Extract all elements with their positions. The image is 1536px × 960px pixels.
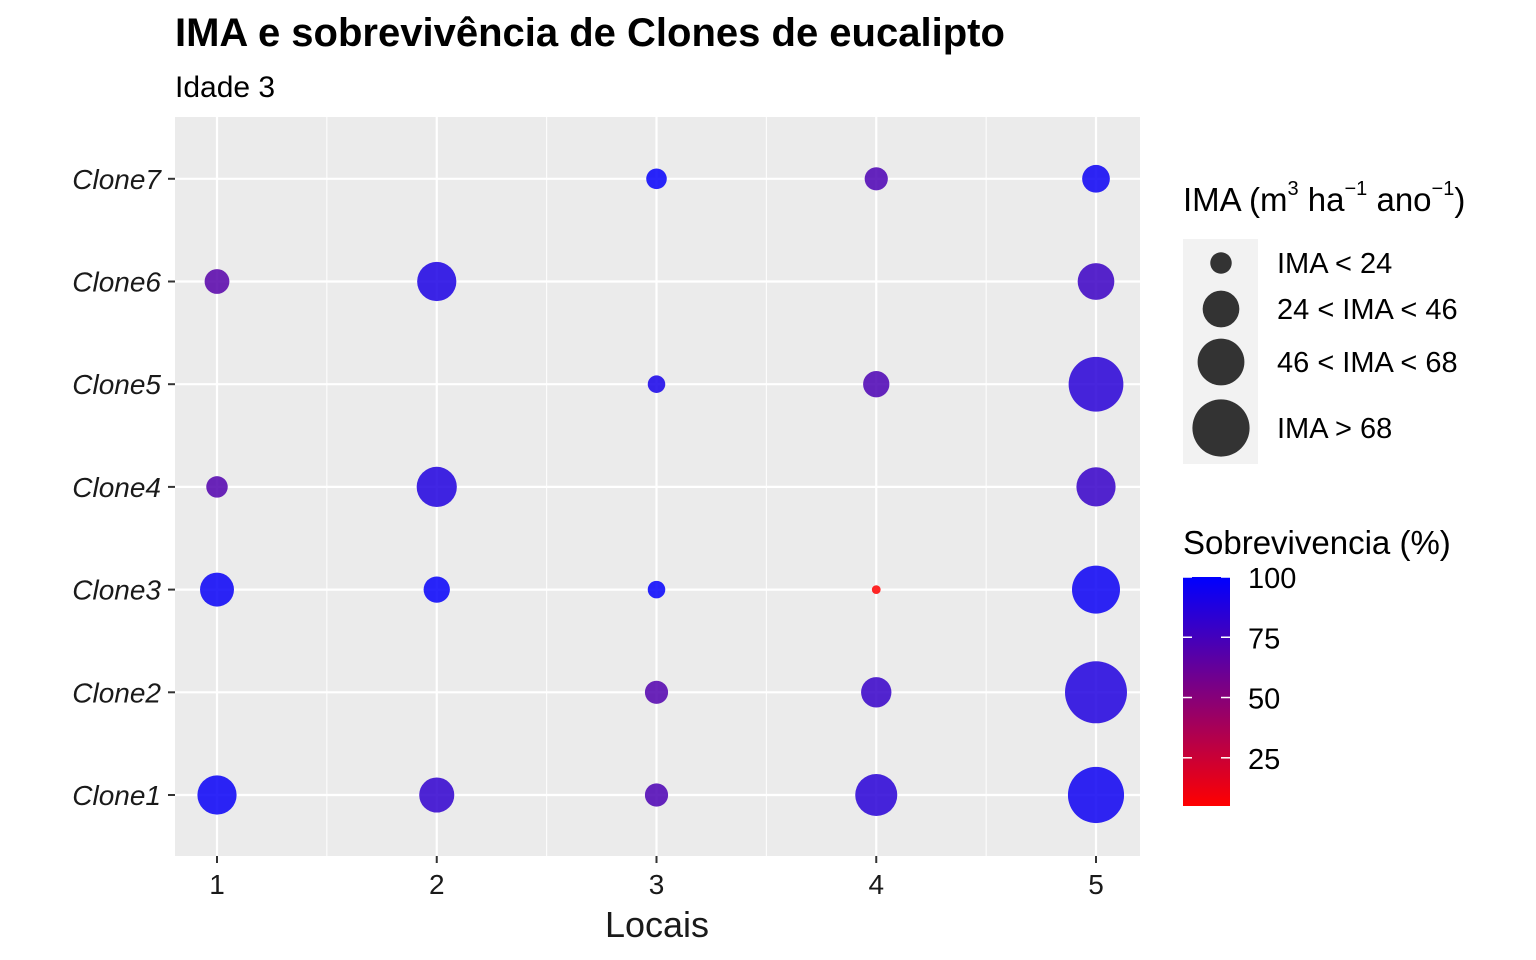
data-point <box>644 680 669 704</box>
data-point <box>419 777 455 813</box>
size-legend-key <box>1210 252 1232 274</box>
size-legend-title-sup1: 3 <box>1288 178 1299 200</box>
data-point <box>1068 356 1124 412</box>
data-point <box>855 773 898 817</box>
y-tick-label: Clone1 <box>72 780 161 811</box>
size-legend-key <box>1192 399 1250 457</box>
size-legend-label: 46 < IMA < 68 <box>1277 347 1458 379</box>
colorbar-tick-label: 75 <box>1248 623 1280 655</box>
colorbar-tick-label: 100 <box>1248 563 1296 595</box>
data-point <box>864 167 888 191</box>
y-tick-label: Clone4 <box>72 472 161 503</box>
x-axis: 1 2 3 4 5 <box>209 856 1104 900</box>
size-legend-title: IMA (m3 ha−1 ano−1) <box>1183 178 1465 218</box>
data-point <box>1076 467 1116 507</box>
data-point <box>200 572 234 607</box>
colorbar <box>1183 577 1230 806</box>
color-legend-title: Sobrevivencia (%) <box>1183 524 1451 561</box>
y-tick-label: Clone3 <box>72 575 161 606</box>
size-legend-title-sup2: −1 <box>1345 178 1368 200</box>
data-point <box>646 168 667 190</box>
data-point <box>206 476 228 498</box>
data-point <box>204 269 230 294</box>
size-legend: IMA < 24 24 < IMA < 46 46 < IMA < 68 IMA > … <box>1183 239 1458 464</box>
size-legend-key <box>1202 290 1240 328</box>
color-legend: 100 75 50 25 <box>1183 563 1296 806</box>
data-point <box>1065 661 1127 724</box>
data-point <box>1067 766 1125 824</box>
data-point <box>423 576 450 603</box>
size-legend-label: IMA > 68 <box>1277 413 1392 445</box>
data-point <box>863 371 890 398</box>
data-point <box>871 585 881 594</box>
chart-title: IMA e sobrevivência de Clones de eucalip… <box>175 11 1005 55</box>
data-point <box>1071 565 1121 614</box>
y-tick-label: Clone2 <box>72 677 161 708</box>
data-point <box>647 580 666 599</box>
data-point <box>644 783 669 807</box>
size-legend-title-base: IMA (m <box>1183 181 1288 218</box>
x-tick-label: 4 <box>868 869 884 900</box>
size-legend-title-mid2: ano <box>1367 181 1431 218</box>
x-tick-label: 3 <box>649 869 665 900</box>
data-point <box>861 677 892 708</box>
size-legend-title-mid1: ha <box>1299 181 1346 218</box>
y-axis: Clone1 Clone2 Clone3 Clone4 Clone5 Clone6 Clon… <box>72 164 175 811</box>
data-points <box>197 164 1127 824</box>
data-point <box>647 375 666 393</box>
colorbar-tick-label: 25 <box>1248 744 1280 776</box>
x-tick-label: 2 <box>429 869 445 900</box>
data-point <box>1082 164 1110 193</box>
data-point <box>417 261 457 302</box>
y-tick-label: Clone6 <box>72 267 161 298</box>
x-axis-label: Locais <box>605 904 709 945</box>
x-tick-label: 5 <box>1088 869 1104 900</box>
data-point <box>197 775 237 815</box>
size-legend-key <box>1197 338 1245 386</box>
chart-subtitle: Idade 3 <box>175 71 275 104</box>
y-tick-label: Clone7 <box>72 164 162 195</box>
data-point <box>1077 263 1115 300</box>
size-legend-title-end: ) <box>1454 181 1465 218</box>
size-legend-title-sup3: −1 <box>1432 178 1455 200</box>
x-tick-label: 1 <box>209 869 225 900</box>
size-legend-label: IMA < 24 <box>1277 248 1392 280</box>
size-legend-label: 24 < IMA < 46 <box>1277 294 1458 326</box>
colorbar-tick-label: 50 <box>1248 684 1280 716</box>
y-tick-label: Clone5 <box>72 369 161 400</box>
data-point <box>416 466 457 507</box>
